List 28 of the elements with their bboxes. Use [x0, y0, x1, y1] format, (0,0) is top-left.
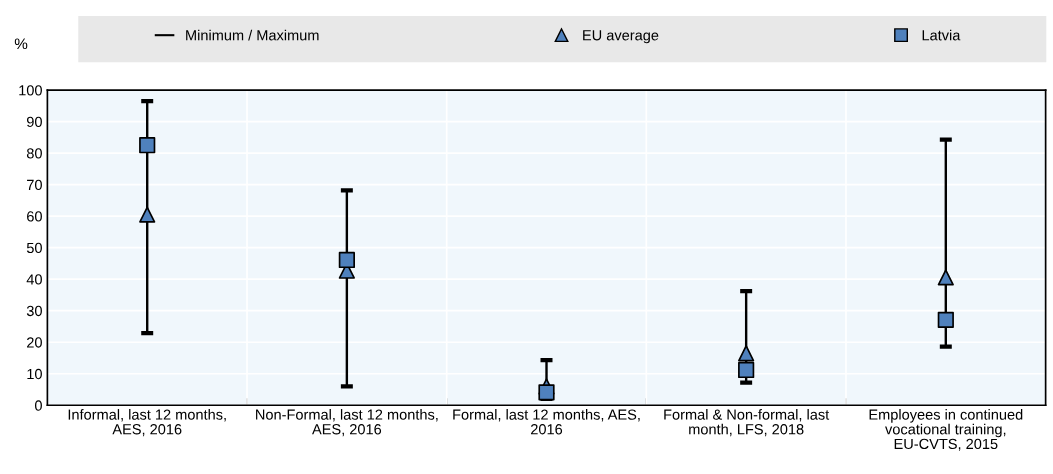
legend-label: EU average — [583, 30, 659, 44]
y-tick-label: 60 — [27, 211, 42, 222]
point — [538, 384, 555, 401]
y-tick-label: 70 — [27, 179, 42, 191]
y-tick-label: 20 — [27, 337, 42, 348]
x-tick-label: Employees in continued vocational training, EU-CVTS, 2015 — [869, 409, 1023, 451]
point — [738, 361, 755, 379]
y-axis-title: % — [14, 38, 28, 50]
y-tick-label: 100 — [19, 85, 42, 96]
x-tick-label: Non-Formal, last 12 months, AES, 2016 — [256, 409, 438, 437]
point — [139, 206, 156, 223]
point — [937, 311, 954, 328]
legend-label: Minimum / Maximum — [186, 29, 319, 41]
y-tick-label: 30 — [26, 305, 42, 317]
point — [937, 269, 954, 286]
point — [738, 345, 755, 362]
x-tick-label: Formal, last 12 months, AES, 2016 — [453, 409, 640, 435]
point — [139, 137, 156, 154]
point — [338, 251, 355, 269]
y-tick-label: 50 — [26, 242, 42, 254]
y-tick-label: 90 — [26, 116, 42, 128]
x-tick-label: Formal & Non-formal, last month, LFS, 2018 — [664, 409, 830, 437]
y-tick-label: 10 — [27, 368, 42, 380]
x-tick-label: Informal, last 12 months, AES, 2016 — [68, 409, 226, 437]
y-tick-label: 80 — [26, 148, 42, 159]
legend-label: Latvia — [922, 29, 961, 41]
y-tick-label: 40 — [26, 274, 42, 285]
y-tick-label: 0 — [34, 400, 42, 411]
